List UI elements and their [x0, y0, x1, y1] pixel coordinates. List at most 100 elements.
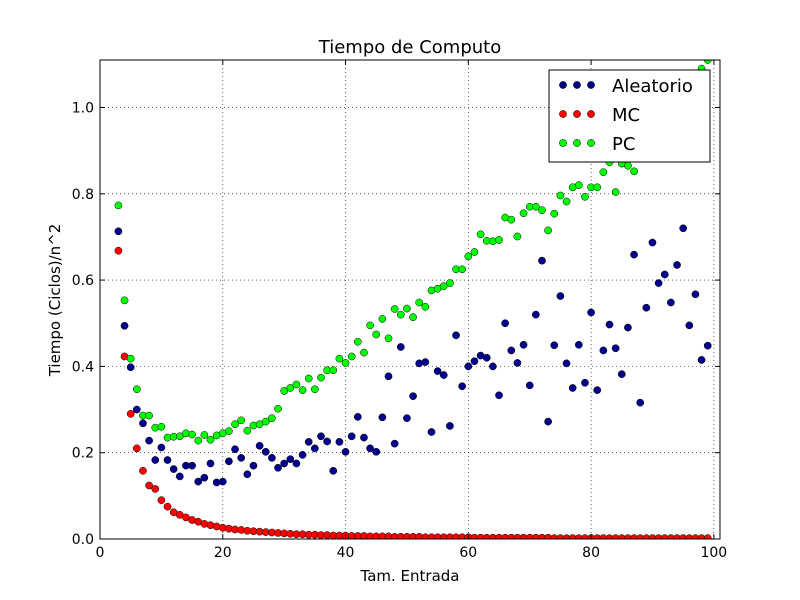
point-aleatorio: [624, 323, 632, 332]
y-tick-label: 0.0: [72, 532, 94, 548]
legend-marker-mc: [587, 110, 595, 118]
point-pc: [206, 435, 215, 444]
point-pc: [341, 359, 350, 367]
point-pc: [574, 181, 583, 189]
point-mc: [151, 485, 160, 493]
point-aleatorio: [538, 256, 546, 265]
point-aleatorio: [630, 250, 638, 259]
point-pc: [280, 387, 289, 395]
point-pc: [126, 354, 135, 363]
point-aleatorio: [458, 382, 467, 391]
point-aleatorio: [556, 292, 565, 300]
point-aleatorio: [452, 331, 460, 340]
point-aleatorio: [243, 470, 252, 479]
point-mc: [139, 466, 147, 475]
legend-marker-mc: [559, 110, 567, 118]
point-aleatorio: [157, 443, 166, 452]
point-aleatorio: [673, 261, 681, 269]
point-pc: [378, 315, 387, 323]
point-pc: [531, 202, 540, 211]
point-pc: [630, 167, 638, 176]
legend-label-aleatorio: Aleatorio: [612, 76, 693, 97]
x-tick-label: 0: [96, 545, 105, 561]
x-tick-label: 60: [459, 545, 477, 561]
point-pc: [372, 330, 381, 339]
point-pc: [384, 334, 393, 343]
point-aleatorio: [636, 398, 645, 407]
point-aleatorio: [433, 367, 442, 375]
point-aleatorio: [495, 391, 503, 400]
point-pc: [360, 348, 368, 357]
x-tick-label: 80: [582, 545, 600, 561]
point-pc: [268, 414, 276, 423]
point-pc: [188, 430, 196, 439]
point-mc: [126, 410, 135, 418]
point-aleatorio: [163, 456, 172, 464]
point-pc: [538, 206, 546, 215]
point-aleatorio: [587, 308, 595, 317]
point-pc: [114, 201, 123, 210]
point-pc: [298, 386, 307, 394]
point-aleatorio: [470, 357, 479, 366]
point-aleatorio: [366, 444, 374, 453]
point-aleatorio: [249, 461, 258, 470]
point-pc: [556, 191, 565, 200]
point-pc: [311, 385, 319, 394]
point-mc: [132, 444, 141, 453]
point-pc: [599, 168, 608, 177]
point-aleatorio: [599, 346, 608, 355]
point-aleatorio: [482, 353, 491, 362]
legend-label-mc: MC: [612, 105, 640, 126]
point-pc: [353, 337, 362, 346]
point-pc: [409, 313, 417, 322]
legend-label-pc: PC: [612, 134, 635, 155]
point-aleatorio: [703, 341, 712, 350]
point-pc: [286, 384, 295, 392]
point-pc: [513, 232, 522, 241]
point-aleatorio: [169, 465, 178, 473]
legend-marker-aleatorio: [587, 81, 595, 89]
point-mc: [114, 246, 123, 255]
y-axis-label: Tiempo (Ciclos)/n^2: [46, 224, 64, 378]
point-aleatorio: [384, 372, 393, 381]
point-aleatorio: [132, 405, 141, 414]
point-aleatorio: [574, 340, 583, 349]
legend-marker-pc: [559, 139, 567, 147]
point-pc: [476, 230, 485, 239]
x-tick-label: 100: [700, 545, 727, 561]
point-pc: [304, 374, 313, 383]
point-pc: [593, 183, 602, 192]
point-aleatorio: [654, 279, 663, 287]
point-aleatorio: [120, 321, 129, 330]
point-pc: [335, 354, 344, 363]
x-tick-label: 20: [214, 545, 232, 561]
point-aleatorio: [531, 310, 540, 319]
legend: Aleatorio MC PC: [548, 69, 711, 163]
point-aleatorio: [403, 414, 411, 423]
point-pc: [421, 302, 430, 311]
point-mc: [157, 496, 166, 505]
legend-marker-pc: [573, 139, 581, 147]
point-pc: [519, 209, 528, 218]
point-aleatorio: [347, 432, 356, 441]
point-pc: [366, 321, 374, 330]
point-aleatorio: [507, 346, 516, 355]
point-aleatorio: [390, 439, 399, 448]
point-pc: [194, 436, 203, 445]
point-aleatorio: [667, 298, 675, 307]
point-aleatorio: [200, 473, 209, 482]
y-tick-label: 0.6: [72, 273, 94, 289]
x-tick-label: 40: [337, 545, 355, 561]
point-aleatorio: [341, 447, 350, 456]
point-aleatorio: [335, 438, 344, 446]
point-pc: [390, 305, 399, 313]
point-aleatorio: [642, 303, 651, 312]
point-aleatorio: [206, 459, 215, 468]
point-aleatorio: [225, 457, 233, 466]
point-aleatorio: [660, 270, 669, 279]
point-aleatorio: [697, 356, 706, 364]
point-aleatorio: [617, 370, 626, 379]
point-aleatorio: [218, 477, 227, 486]
point-aleatorio: [255, 441, 264, 450]
point-pc: [550, 209, 559, 218]
